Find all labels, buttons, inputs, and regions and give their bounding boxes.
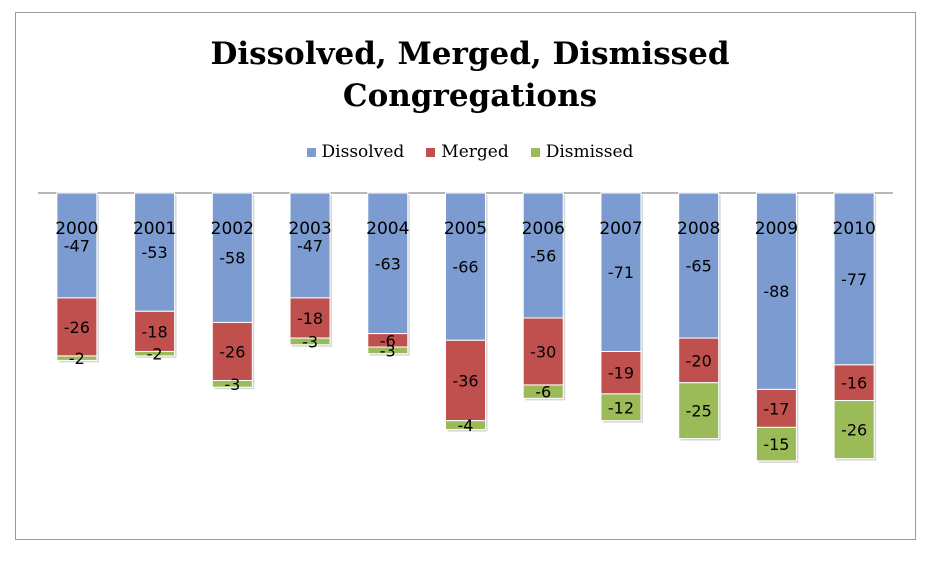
x-tick-label-2003: 2003: [288, 219, 331, 239]
data-label-dismissed-2007: -12: [608, 398, 634, 417]
x-tick-label-2005: 2005: [444, 219, 487, 239]
legend-swatch-merged: [426, 147, 436, 157]
data-label-merged-2005: -36: [452, 371, 478, 390]
legend-item-dissolved: Dissolved: [306, 142, 405, 162]
legend-label-dismissed: Dismissed: [545, 142, 634, 162]
data-label-dismissed-2004: -3: [380, 341, 396, 360]
data-label-merged-2000: -26: [64, 318, 90, 337]
data-label-dismissed-2000: -2: [69, 349, 85, 368]
data-label-dissolved-2008: -65: [686, 257, 712, 276]
chart-legend: Dissolved Merged Dismissed: [0, 142, 940, 162]
chart-title-line-1: Dissolved, Merged, Dismissed: [210, 36, 730, 72]
bar-merged-2008: [678, 337, 720, 384]
data-label-merged-2001: -18: [142, 322, 168, 341]
data-label-merged-2004: -6: [380, 331, 396, 350]
bar-merged-2001: [134, 310, 176, 352]
bar-dismissed-2002: [211, 379, 253, 388]
bar-dismissed-2007: [600, 393, 642, 422]
data-label-merged-2009: -17: [763, 399, 789, 418]
bar-dismissed-2000: [56, 355, 98, 361]
x-tick-label-2000: 2000: [55, 219, 98, 239]
bar-merged-2007: [600, 350, 642, 395]
data-label-dismissed-2009: -15: [763, 435, 789, 454]
legend-label-dissolved: Dissolved: [321, 142, 405, 162]
bar-dismissed-2005: [445, 420, 486, 431]
x-tick-label-2006: 2006: [522, 219, 565, 239]
bar-dissolved-2010: [833, 192, 875, 366]
data-label-dissolved-2001: -53: [142, 243, 168, 262]
bar-dismissed-2003: [289, 337, 331, 346]
data-label-dissolved-2004: -63: [375, 254, 401, 273]
bar-merged-2009: [755, 388, 797, 428]
bar-dissolved-2005: [445, 192, 486, 341]
x-tick-label-2007: 2007: [599, 219, 642, 239]
bar-dismissed-2010: [833, 400, 875, 460]
bar-merged-2006: [522, 317, 564, 386]
bar-merged-2000: [56, 297, 98, 357]
legend-label-merged: Merged: [441, 142, 509, 162]
data-label-dissolved-2009: -88: [763, 282, 789, 301]
x-tick-label-2001: 2001: [133, 219, 176, 239]
chart-title-line-2: Congregations: [342, 78, 598, 114]
data-label-merged-2010: -16: [841, 374, 867, 393]
data-label-dissolved-2002: -58: [219, 249, 245, 268]
bar-dissolved-2001: [134, 192, 176, 312]
data-label-dismissed-2003: -3: [302, 332, 318, 351]
data-label-merged-2006: -30: [530, 342, 556, 361]
data-label-dismissed-2005: -4: [458, 416, 474, 435]
bar-dismissed-2001: [134, 350, 176, 357]
bar-dismissed-2009: [755, 426, 797, 462]
bar-merged-2002: [211, 321, 253, 381]
legend-item-dismissed: Dismissed: [530, 142, 634, 162]
data-label-dismissed-2008: -25: [686, 402, 712, 421]
data-label-dissolved-2010: -77: [841, 270, 867, 289]
data-label-dissolved-2003: -47: [297, 236, 323, 255]
legend-item-merged: Merged: [426, 142, 509, 162]
data-label-dismissed-2010: -26: [841, 421, 867, 440]
x-tick-label-2008: 2008: [677, 219, 720, 239]
legend-swatch-dissolved: [306, 147, 316, 157]
data-label-dismissed-2001: -2: [147, 345, 163, 364]
data-label-dismissed-2002: -3: [224, 375, 240, 394]
data-label-merged-2008: -20: [686, 351, 712, 370]
bar-dissolved-2004: [367, 192, 409, 335]
data-label-dissolved-2006: -56: [530, 246, 556, 265]
data-label-merged-2003: -18: [297, 309, 323, 328]
bar-dissolved-2009: [755, 192, 797, 390]
x-tick-label-2009: 2009: [755, 219, 798, 239]
bar-dissolved-2008: [678, 192, 720, 339]
bar-dismissed-2004: [367, 346, 409, 355]
data-label-dissolved-2000: -47: [64, 236, 90, 255]
legend-swatch-dismissed: [530, 147, 540, 157]
bar-merged-2010: [833, 364, 875, 402]
data-label-dismissed-2006: -6: [535, 383, 551, 402]
data-label-dissolved-2007: -71: [608, 263, 634, 282]
x-tick-label-2010: 2010: [833, 219, 876, 239]
bar-dissolved-2002: [211, 192, 253, 323]
bar-merged-2005: [445, 339, 486, 422]
bar-dismissed-2008: [678, 382, 720, 440]
data-label-merged-2002: -26: [219, 342, 245, 361]
data-label-dissolved-2005: -66: [452, 258, 478, 277]
bar-dismissed-2006: [522, 384, 564, 399]
x-tick-label-2002: 2002: [211, 219, 254, 239]
bar-merged-2003: [289, 297, 331, 339]
data-label-merged-2007: -19: [608, 364, 634, 383]
bar-dissolved-2007: [600, 192, 642, 352]
chart-title: Dissolved, Merged, Dismissed Congregatio…: [0, 33, 940, 117]
x-tick-label-2004: 2004: [366, 219, 409, 239]
